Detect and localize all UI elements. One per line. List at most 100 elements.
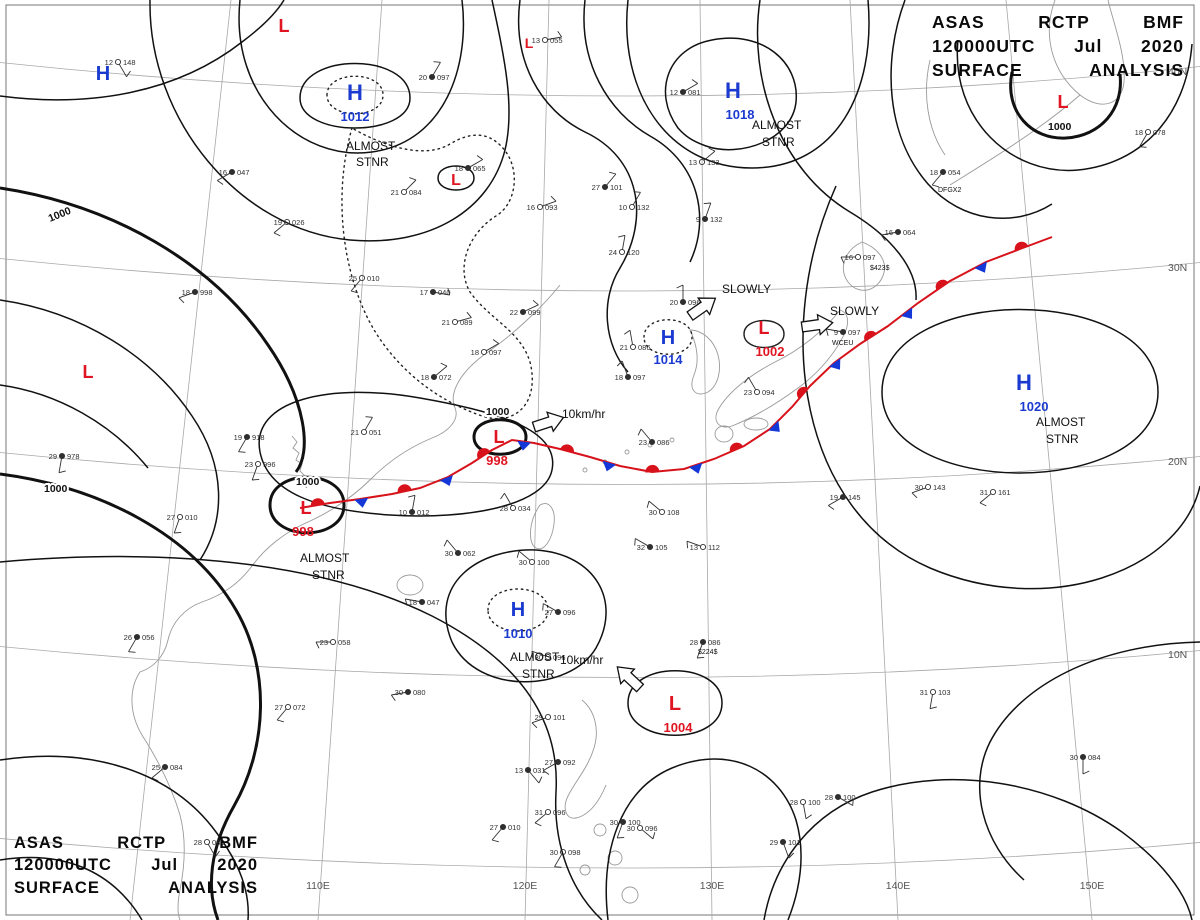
station-temp: 19 bbox=[274, 218, 282, 227]
station-temp: 10 bbox=[399, 508, 407, 517]
station-plot: 30 084 bbox=[1070, 753, 1101, 775]
station-plot: 13 055 bbox=[532, 31, 563, 45]
station-plot: 19 918 bbox=[234, 433, 265, 453]
coastlines bbox=[131, 0, 1125, 920]
station-temp: 28 bbox=[690, 638, 698, 647]
pressure-center-value: 1020 bbox=[1020, 399, 1049, 414]
station-plot: 28 086 bbox=[690, 638, 721, 659]
station-plot: 30 096 bbox=[627, 824, 658, 840]
pressure-center-L-1004: L 1004 bbox=[664, 693, 694, 735]
station-pressure: 132 bbox=[637, 203, 650, 212]
station-pressure: 145 bbox=[848, 493, 861, 502]
station-temp: 23 bbox=[320, 638, 328, 647]
station-plot: 23 086 bbox=[637, 428, 670, 447]
station-plot: 27 010 bbox=[490, 823, 521, 843]
lon-label-120E: 120E bbox=[513, 880, 538, 892]
pressure-center-L: L bbox=[525, 35, 534, 51]
station-plot: 32 105 bbox=[634, 538, 668, 552]
station-temp: 29 bbox=[535, 713, 543, 722]
station-temp: 26 bbox=[124, 633, 132, 642]
station-temp: 9 bbox=[696, 215, 700, 224]
station-plot: 16 047 bbox=[217, 168, 250, 185]
movement-arrow-icon bbox=[616, 666, 645, 693]
station-pressure: 996 bbox=[263, 460, 276, 469]
station-temp: 18 bbox=[421, 373, 429, 382]
station-pressure: 089 bbox=[460, 318, 473, 327]
station-temp: 18 bbox=[455, 164, 463, 173]
station-temp: 16 bbox=[527, 203, 535, 212]
station-temp: 18 bbox=[471, 348, 479, 357]
station-pressure: 112 bbox=[708, 543, 720, 552]
station-plot: 30 100 bbox=[610, 818, 641, 839]
station-temp: 20 bbox=[419, 73, 427, 82]
map-text: STNR bbox=[762, 135, 795, 149]
station-temp: 30 bbox=[610, 818, 618, 827]
pressure-center-symbol: L bbox=[1058, 92, 1069, 112]
pressure-center-H-1014: H 1014 bbox=[654, 327, 684, 367]
station-pressure: 100 bbox=[628, 818, 641, 827]
station-pressure: 100 bbox=[537, 558, 550, 567]
station-temp: 23 bbox=[245, 460, 253, 469]
station-plot: 29 978 bbox=[49, 452, 80, 474]
station-temp: 30 bbox=[535, 653, 543, 662]
station-temp: 31 bbox=[980, 488, 988, 497]
warm-front-symbol bbox=[1014, 241, 1029, 251]
station-temp: 30 bbox=[519, 558, 527, 567]
grid-labels: 40N 30N 20N 10N 110E 120E 130E 140E 150E bbox=[306, 66, 1187, 892]
station-pressure: 101 bbox=[553, 713, 566, 722]
station-temp: 21 bbox=[391, 188, 399, 197]
station-temp: 10 bbox=[619, 203, 627, 212]
station-pressure: 918 bbox=[252, 433, 265, 442]
station-temp: 27 bbox=[490, 823, 498, 832]
station-plot: 24 120 bbox=[609, 234, 640, 257]
station-plot: 28 080 bbox=[194, 838, 225, 857]
station-plot: 28 100 bbox=[825, 793, 856, 806]
map-text: DFGX2 bbox=[938, 187, 961, 194]
pressure-center-value: 998 bbox=[292, 524, 314, 539]
station-pressure: 084 bbox=[409, 188, 422, 197]
station-plot: 21 086 bbox=[620, 329, 651, 352]
station-temp: 9 bbox=[834, 328, 838, 337]
station-pressure: 010 bbox=[508, 823, 521, 832]
station-plot: 31 161 bbox=[980, 488, 1011, 507]
station-pressure: 047 bbox=[427, 598, 440, 607]
cold-front-symbol bbox=[439, 475, 453, 486]
station-plot: 30 098 bbox=[550, 848, 581, 868]
station-plot: 23 996 bbox=[245, 460, 276, 481]
station-temp: 21 bbox=[620, 343, 628, 352]
station-plot: 18 054 bbox=[930, 168, 961, 188]
station-pressure: 010 bbox=[367, 274, 380, 283]
map-text: 1000 bbox=[44, 483, 68, 495]
station-plot: 30 096 bbox=[531, 650, 566, 662]
station-pressure: 132 bbox=[710, 215, 723, 224]
map-text: $423$ bbox=[870, 265, 890, 272]
station-temp: 19 bbox=[830, 493, 838, 502]
station-plot: 25 084 bbox=[152, 763, 183, 782]
station-plot: 20 096 bbox=[670, 284, 701, 307]
station-pressure: 101 bbox=[788, 838, 801, 847]
station-plot: 16 093 bbox=[527, 195, 558, 212]
station-plot: 30 100 bbox=[516, 550, 550, 567]
station-temp: 23 bbox=[639, 438, 647, 447]
station-plot: 23 058 bbox=[315, 638, 351, 649]
cold-front-symbol bbox=[974, 261, 987, 273]
pressure-center-symbol: L bbox=[525, 35, 534, 51]
station-plot: 19 145 bbox=[828, 493, 861, 510]
station-plot: 27 096 bbox=[542, 603, 576, 617]
station-temp: 13 bbox=[689, 158, 697, 167]
station-plot: 27 101 bbox=[592, 171, 623, 192]
cold-front-symbol bbox=[689, 462, 703, 474]
product-id: ASAS RCTP BMF bbox=[14, 833, 258, 852]
pressure-center-symbol: L bbox=[494, 427, 505, 447]
warm-front-symbol bbox=[796, 386, 809, 399]
station-plot: 30 143 bbox=[911, 483, 946, 499]
warm-front-symbol bbox=[310, 498, 325, 507]
chart-type: SURFACE ANALYSIS bbox=[14, 879, 258, 898]
station-pressure: 084 bbox=[1088, 753, 1101, 762]
chart-type: SURFACE ANALYSIS bbox=[932, 60, 1184, 81]
title-block-top-right: ASAS RCTP BMF 120000UTC Jul 2020 SURFACE… bbox=[932, 10, 1184, 82]
station-pressure: 056 bbox=[142, 633, 155, 642]
station-temp: 30 bbox=[445, 549, 453, 558]
